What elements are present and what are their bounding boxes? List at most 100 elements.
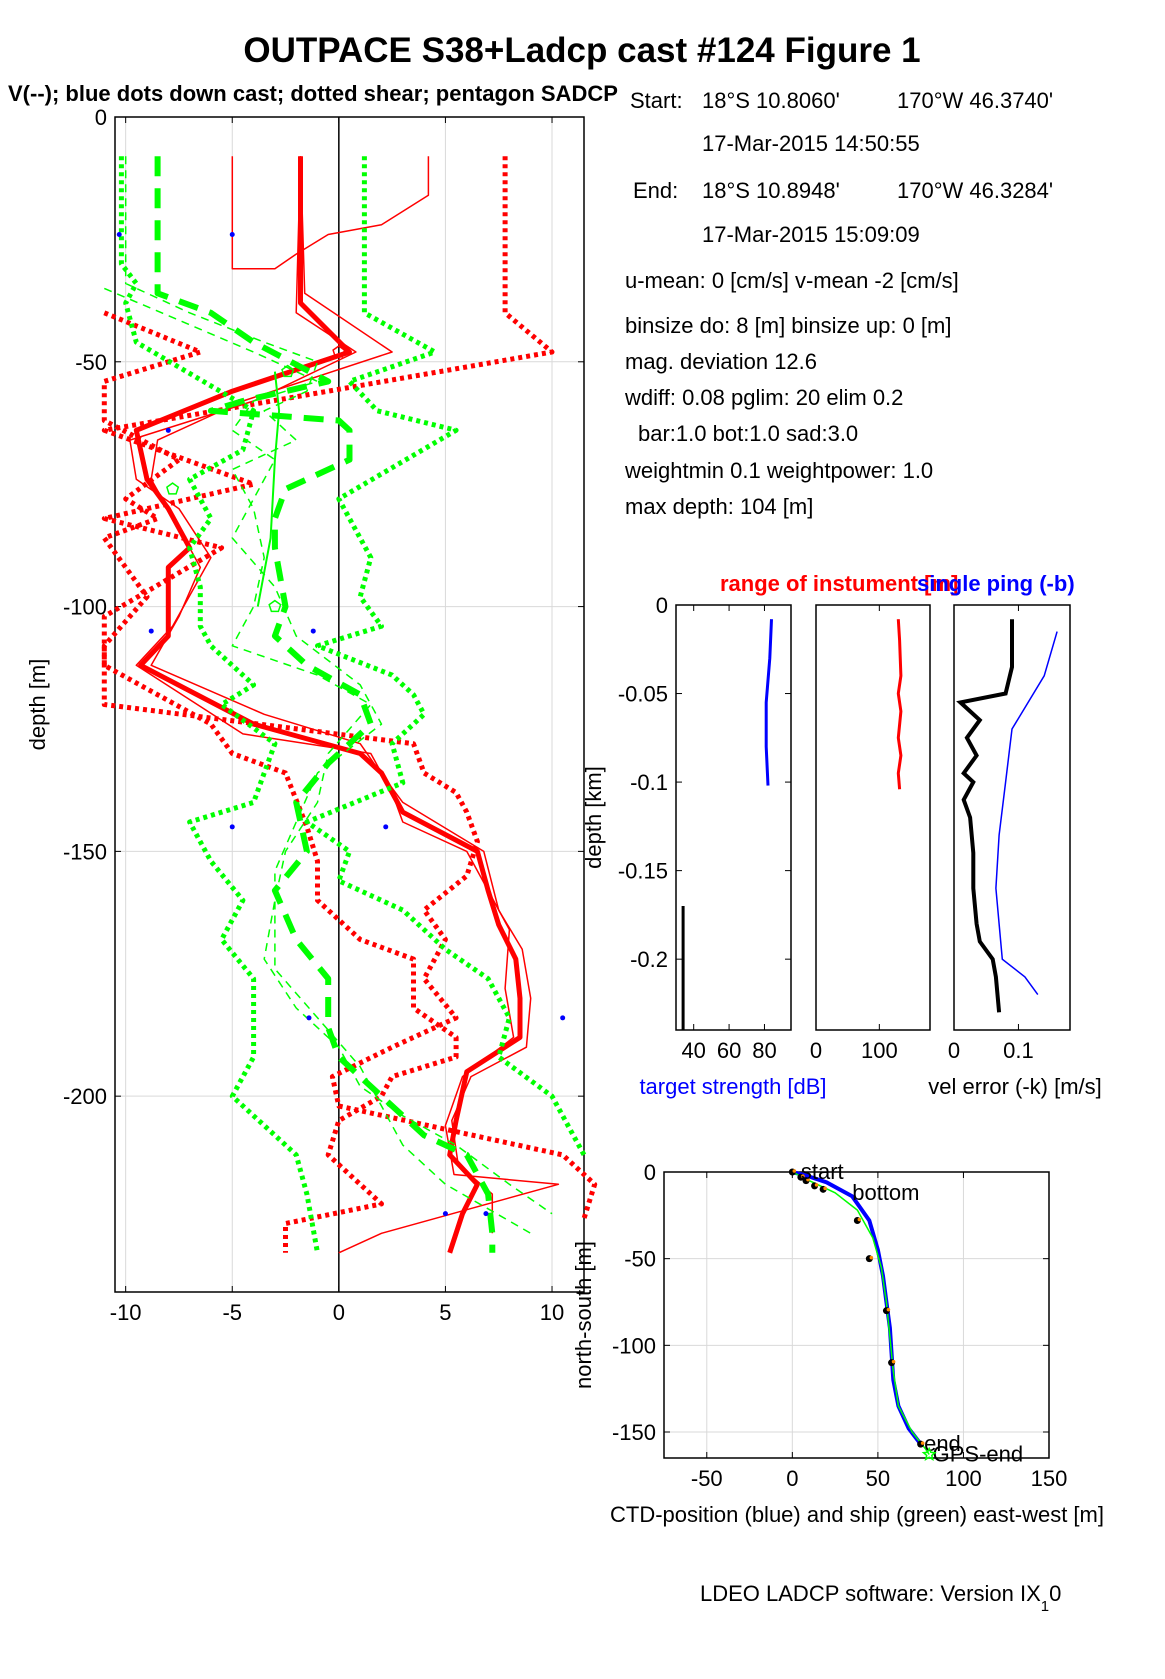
series-u-shear-right (101, 156, 598, 1220)
y-tick-label: 0 (644, 1160, 656, 1185)
binsize: binsize do: 8 [m] binsize up: 0 [m] (625, 313, 952, 338)
x-tick-label: 40 (681, 1038, 705, 1063)
down-cast-dot (165, 427, 171, 433)
x-tick-label: 100 (945, 1466, 982, 1491)
y-tick-label: -100 (612, 1333, 656, 1358)
position-dot-accent (869, 1255, 874, 1260)
x-tick-label: -50 (691, 1466, 723, 1491)
down-cast-dot (229, 824, 235, 830)
end-time: 17-Mar-2015 15:09:09 (702, 222, 920, 247)
series-vel-error-black (956, 619, 1014, 1013)
footer-main: LDEO LADCP software: Version IX (700, 1581, 1041, 1606)
mag-deviation: mag. deviation 12.6 (625, 349, 817, 374)
down-cast-dot (310, 628, 316, 634)
target-strength-axes (675, 604, 792, 1031)
range-axes (815, 604, 931, 1031)
bar-params: bar:1.0 bot:1.0 sad:3.0 (638, 421, 858, 446)
position-dot-accent (891, 1359, 896, 1364)
position-dot-accent (920, 1441, 925, 1445)
series-v-shear-right (304, 156, 587, 1157)
series-u-up (150, 156, 532, 1234)
annotation-gps-end: GPS-end (933, 1442, 1024, 1467)
down-cast-dot (442, 1211, 448, 1217)
sadcp-pentagon (166, 482, 180, 495)
start-time: 17-Mar-2015 14:50:55 (702, 131, 920, 156)
max-depth: max depth: 104 [m] (625, 494, 813, 519)
down-cast-dot (483, 1211, 489, 1217)
y-tick-label: -200 (63, 1084, 107, 1109)
down-cast-dot (306, 1015, 312, 1021)
x-axis-label: vel error (-k) [m/s] (928, 1074, 1102, 1099)
y-tick-label: -50 (624, 1247, 656, 1272)
end-label: End: (633, 178, 678, 203)
x-tick-label: 100 (861, 1038, 898, 1063)
start-lon: 170°W 46.3740' (897, 88, 1053, 113)
x-tick-label: 0 (810, 1038, 822, 1063)
figure-title: OUTPACE S38+Ladcp cast #124 Figure 1 (243, 31, 920, 70)
down-cast-dot (116, 232, 122, 237)
series-target-strength-line (764, 619, 773, 786)
position-dot-accent (823, 1186, 827, 1191)
y-axis-label: depth [km] (581, 766, 606, 869)
footer-version: LDEO LADCP software: Version IX10 (700, 1581, 1061, 1615)
position-dot-accent (806, 1177, 810, 1182)
y-axis-label: north-south [m] (571, 1241, 596, 1389)
y-axis-label: depth [m] (25, 659, 50, 751)
annotation-start: start (801, 1159, 844, 1184)
series-u (133, 156, 523, 1254)
y-tick-label: -100 (63, 595, 107, 620)
x-tick-label: -10 (110, 1300, 142, 1325)
series-ship (791, 1171, 930, 1455)
weight-params: weightmin 0.1 weightpower: 1.0 (624, 458, 933, 483)
wdiff: wdiff: 0.08 pglim: 20 elim 0.2 (624, 385, 903, 410)
x-tick-label: 50 (866, 1466, 890, 1491)
start-label: Start: (630, 88, 683, 113)
series-v-up (104, 287, 532, 1234)
x-axis-label: target strength [dB] (639, 1074, 826, 1099)
y-tick-label: -0.05 (618, 682, 668, 707)
y-tick-label: 0 (95, 105, 107, 130)
y-tick-label: -0.2 (630, 947, 668, 972)
axes-frame (663, 1171, 1050, 1459)
position-dot-accent (792, 1169, 797, 1173)
position-axes (663, 1171, 1050, 1459)
mean-velocity: u-mean: 0 [cm/s] v-mean -2 [cm/s] (625, 268, 959, 293)
series-sadcp (256, 371, 281, 607)
position-dot-accent (886, 1307, 891, 1312)
x-tick-label: 10 (540, 1300, 564, 1325)
x-tick-label: 0 (948, 1038, 960, 1063)
footer-sub: 1 (1041, 1598, 1049, 1615)
x-tick-label: 5 (439, 1300, 451, 1325)
position-dot-accent (814, 1183, 819, 1187)
x-axis-label: CTD-position (blue) and ship (green) eas… (610, 1502, 1104, 1527)
y-tick-label: -50 (75, 350, 107, 375)
x-tick-label: 60 (717, 1038, 741, 1063)
position-dot-accent (801, 1174, 805, 1178)
series-ctd (791, 1170, 923, 1446)
position-dot-accent (857, 1217, 862, 1222)
panel-title: range of instument [m] (720, 571, 958, 596)
series-u-start (231, 156, 430, 270)
axes-frame (815, 604, 931, 1031)
sadcp-pentagon (268, 599, 282, 613)
figure-subtitle: V(--); blue dots down cast; dotted shear… (8, 81, 618, 106)
sadcp-pentagon (281, 364, 295, 378)
end-lon: 170°W 46.3284' (897, 178, 1053, 203)
down-cast-dot (560, 1015, 566, 1021)
sadcp-pentagon (332, 345, 346, 358)
vel-error-axes (953, 604, 1071, 1031)
annotation-bottom: bottom (852, 1180, 919, 1205)
x-tick-label: 0 (333, 1300, 345, 1325)
down-cast-dot (148, 628, 154, 634)
axes-frame (953, 604, 1071, 1031)
gps-end-star-icon (921, 1446, 937, 1462)
axes-frame (675, 604, 792, 1031)
y-tick-label: -0.15 (618, 859, 668, 884)
y-tick-label: -150 (612, 1420, 656, 1445)
y-tick-label: 0 (656, 593, 668, 618)
down-cast-dot (229, 232, 235, 237)
x-tick-label: 0 (786, 1466, 798, 1491)
end-lat: 18°S 10.8948' (702, 178, 840, 203)
